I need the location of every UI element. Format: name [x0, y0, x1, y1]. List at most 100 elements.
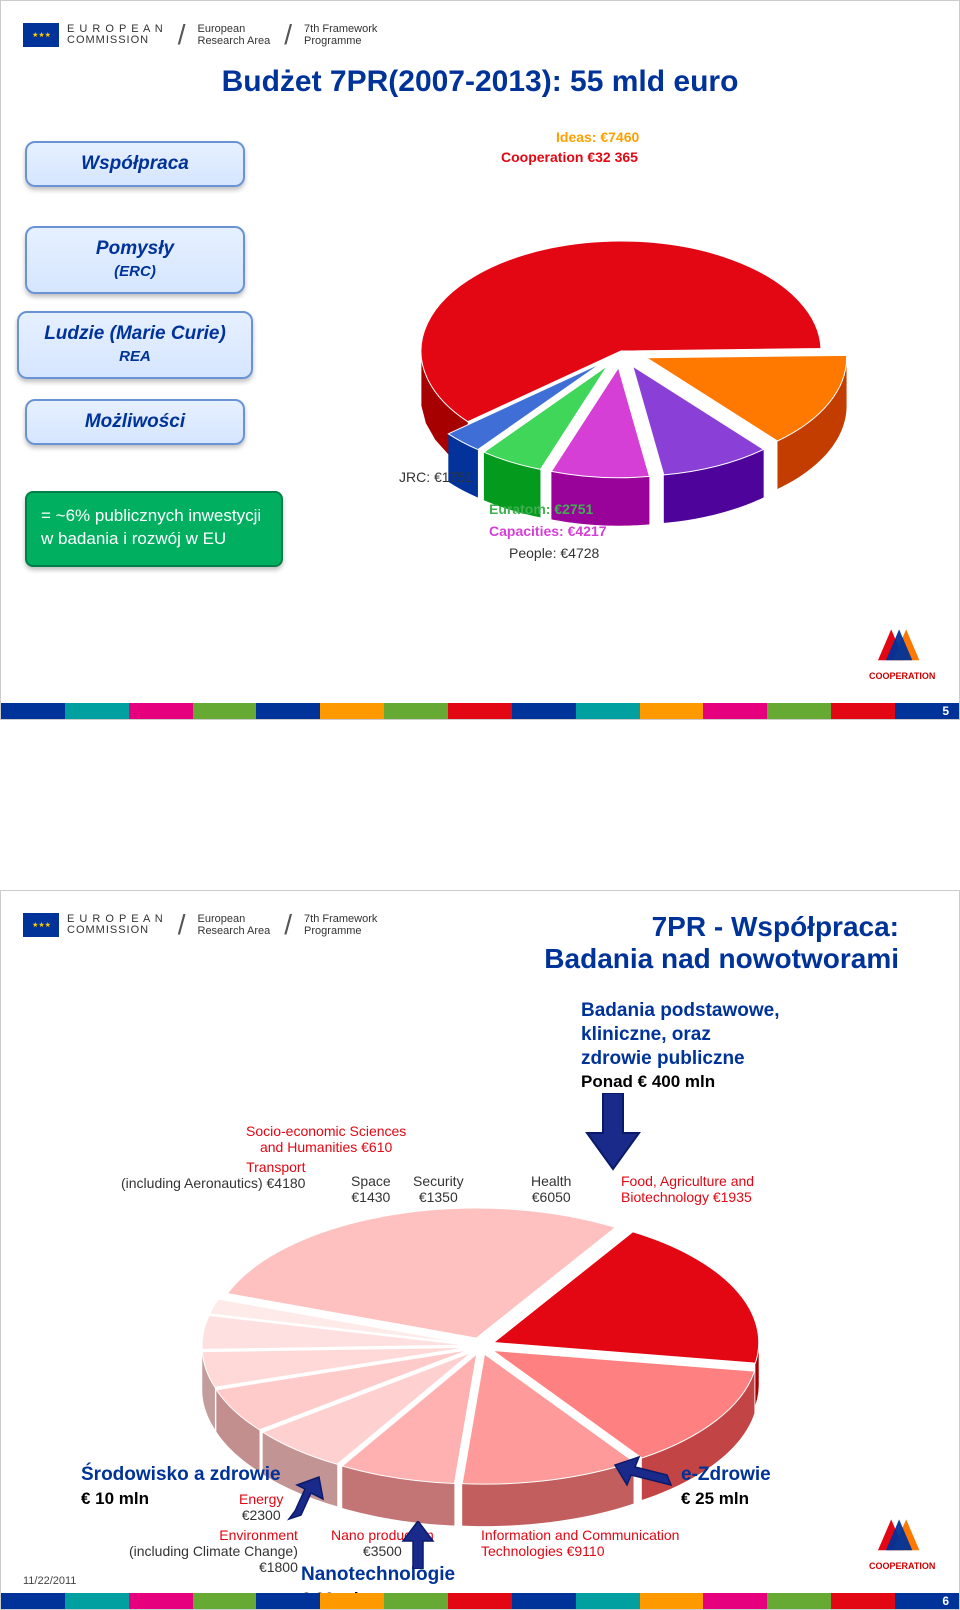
pie-label-text: People: €4728 — [509, 545, 599, 561]
pie-label-text: Biotechnology €1935 — [621, 1189, 752, 1205]
callout-line: zdrowie publiczne — [581, 1048, 745, 1069]
callout-line: kliniczne, oraz — [581, 1024, 711, 1045]
pie-label-ideas: Ideas: €7460 — [556, 129, 639, 145]
pie-label-ssh: Socio-economic Sciences and Humanities €… — [246, 1123, 406, 1155]
pie-label-text: Capacities: €4217 — [489, 523, 607, 539]
eu-flag-icon: ★ ★ ★ — [23, 23, 59, 47]
arrow-down-icon — [583, 1093, 643, 1171]
callout-amount: Ponad € 400 mln — [581, 1072, 715, 1091]
header-slash-icon: / — [178, 909, 186, 941]
fp7-logo-caption: COOPERATION — [869, 671, 931, 681]
pie-label-transport: Transport (including Aeronautics) €4180 — [121, 1159, 305, 1191]
programme-box-label: Pomysły — [96, 238, 174, 259]
pie-label-text: €1430 — [351, 1189, 390, 1205]
programme-box-cooperation: Współpraca — [25, 141, 245, 187]
footer-color-strip — [1, 703, 959, 719]
investment-note-box: = ~6% publicznych inwestycji w badania i… — [25, 491, 283, 567]
pie-label-text: Ideas: €7460 — [556, 129, 639, 145]
pie-label-text: €1350 — [419, 1189, 458, 1205]
header-org: E U R O P E A N COMMISSION — [67, 24, 164, 46]
programme-box-sublabel: REA — [119, 348, 151, 365]
programme-box-ideas: Pomysły (ERC) — [25, 226, 245, 294]
pie-label-text: Health — [531, 1173, 571, 1189]
header-era-line1: European — [198, 913, 271, 925]
pie-label-text: Technologies €9110 — [481, 1543, 605, 1559]
pie-label-text: Environment — [219, 1527, 298, 1543]
pie-label-people: People: €4728 — [509, 545, 599, 561]
pie-label-energy: Energy €2300 — [239, 1491, 283, 1523]
header-fp-line2: Programme — [304, 35, 377, 47]
header-era-line1: European — [198, 23, 271, 35]
pie-label-text: (including Climate Change) — [129, 1543, 298, 1559]
budget-pie-svg — [341, 171, 921, 611]
header-era-line2: Research Area — [198, 35, 271, 47]
pie-label-text: €1800 — [259, 1559, 298, 1575]
budget-pie-chart — [341, 171, 921, 611]
pie-label-text: Energy — [239, 1491, 283, 1507]
date-stamp: 11/22/2011 — [23, 1575, 76, 1587]
programme-box-label: Możliwości — [85, 411, 185, 432]
pie-label-text: €2300 — [242, 1507, 281, 1523]
header-slash-icon: / — [284, 909, 292, 941]
pie-label-environment: Environment (including Climate Change) €… — [129, 1527, 298, 1575]
slide-title: Budżet 7PR(2007-2013): 55 mld euro — [1, 65, 959, 99]
header-slash-icon: / — [178, 19, 186, 51]
page-number: 6 — [942, 1594, 949, 1608]
arrow-up-left-icon — [613, 1455, 673, 1495]
pie-label-text: €3500 — [363, 1543, 402, 1559]
callout-health-research: Badania podstawowe, kliniczne, oraz zdro… — [581, 999, 779, 1094]
header-fp-line1: 7th Framework — [304, 23, 377, 35]
pie-label-text: and Humanities €610 — [260, 1139, 392, 1155]
header-fp: 7th Framework Programme — [304, 913, 377, 937]
arrow-up-right-icon — [283, 1475, 333, 1525]
header-era: European Research Area — [198, 23, 271, 47]
pie-label-text: Cooperation €32 365 — [501, 149, 638, 165]
programme-box-people: Ludzie (Marie Curie) REA — [17, 311, 253, 379]
header-org-line2: COMMISSION — [67, 925, 164, 936]
programme-box-label: Współpraca — [81, 153, 189, 174]
header-slash-icon: / — [284, 19, 292, 51]
header-era: European Research Area — [198, 913, 271, 937]
programme-box-label: Ludzie (Marie Curie) — [44, 323, 226, 344]
slide-cooperation-cancer: ★ ★ ★ E U R O P E A N COMMISSION / Europ… — [0, 890, 960, 1610]
pie-label-ict: Information and Communication Technologi… — [481, 1527, 679, 1559]
pie-label-health: Health €6050 — [531, 1173, 571, 1205]
slide-title-line1: 7PR - Współpraca: — [652, 911, 899, 942]
fp7-logo-icon: COOPERATION — [869, 1515, 931, 1575]
slide-header: ★ ★ ★ E U R O P E A N COMMISSION / Europ… — [1, 1, 959, 57]
pie-label-security: Security €1350 — [413, 1173, 464, 1205]
slide-title: 7PR - Współpraca: Badania nad nowotworam… — [544, 911, 899, 975]
arrow-up-icon — [401, 1521, 435, 1569]
callout-label: Środowisko a zdrowie — [81, 1464, 281, 1485]
pie-label-text: Food, Agriculture and — [621, 1173, 754, 1189]
pie-label-food: Food, Agriculture and Biotechnology €193… — [621, 1173, 754, 1205]
callout-label: e-Zdrowie — [681, 1464, 771, 1485]
header-fp-line2: Programme — [304, 925, 377, 937]
pie-label-space: Space €1430 — [351, 1173, 391, 1205]
pie-label-jrc: JRC: €1751 — [399, 469, 473, 485]
pie-label-euratom: Euratom: €2751 — [489, 501, 593, 517]
callout-amount: € 25 mln — [681, 1489, 749, 1508]
page-number: 5 — [942, 704, 949, 718]
footer-color-strip — [1, 1593, 959, 1609]
fp7-logo-caption: COOPERATION — [869, 1561, 931, 1571]
callout-amount: € 10 mln — [81, 1489, 149, 1508]
eu-flag-icon: ★ ★ ★ — [23, 913, 59, 937]
pie-label-text: JRC: €1751 — [399, 469, 473, 485]
pie-label-capacities: Capacities: €4217 — [489, 523, 607, 539]
pie-label-text: Euratom: €2751 — [489, 501, 593, 517]
header-fp-line1: 7th Framework — [304, 913, 377, 925]
pie-label-text: Space — [351, 1173, 391, 1189]
pie-label-text: Socio-economic Sciences — [246, 1123, 406, 1139]
programme-box-sublabel: (ERC) — [114, 263, 156, 280]
header-org: E U R O P E A N COMMISSION — [67, 914, 164, 936]
pie-label-text: Transport — [246, 1159, 305, 1175]
header-era-line2: Research Area — [198, 925, 271, 937]
pie-label-text: Information and Communication — [481, 1527, 679, 1543]
pie-label-text: €6050 — [532, 1189, 571, 1205]
pie-label-text: (including Aeronautics) €4180 — [121, 1175, 305, 1191]
pie-label-text: Security — [413, 1173, 464, 1189]
callout-line: Badania podstawowe, — [581, 1000, 779, 1021]
callout-ehealth: e-Zdrowie € 25 mln — [681, 1463, 771, 1511]
slide-budget: ★ ★ ★ E U R O P E A N COMMISSION / Europ… — [0, 0, 960, 720]
